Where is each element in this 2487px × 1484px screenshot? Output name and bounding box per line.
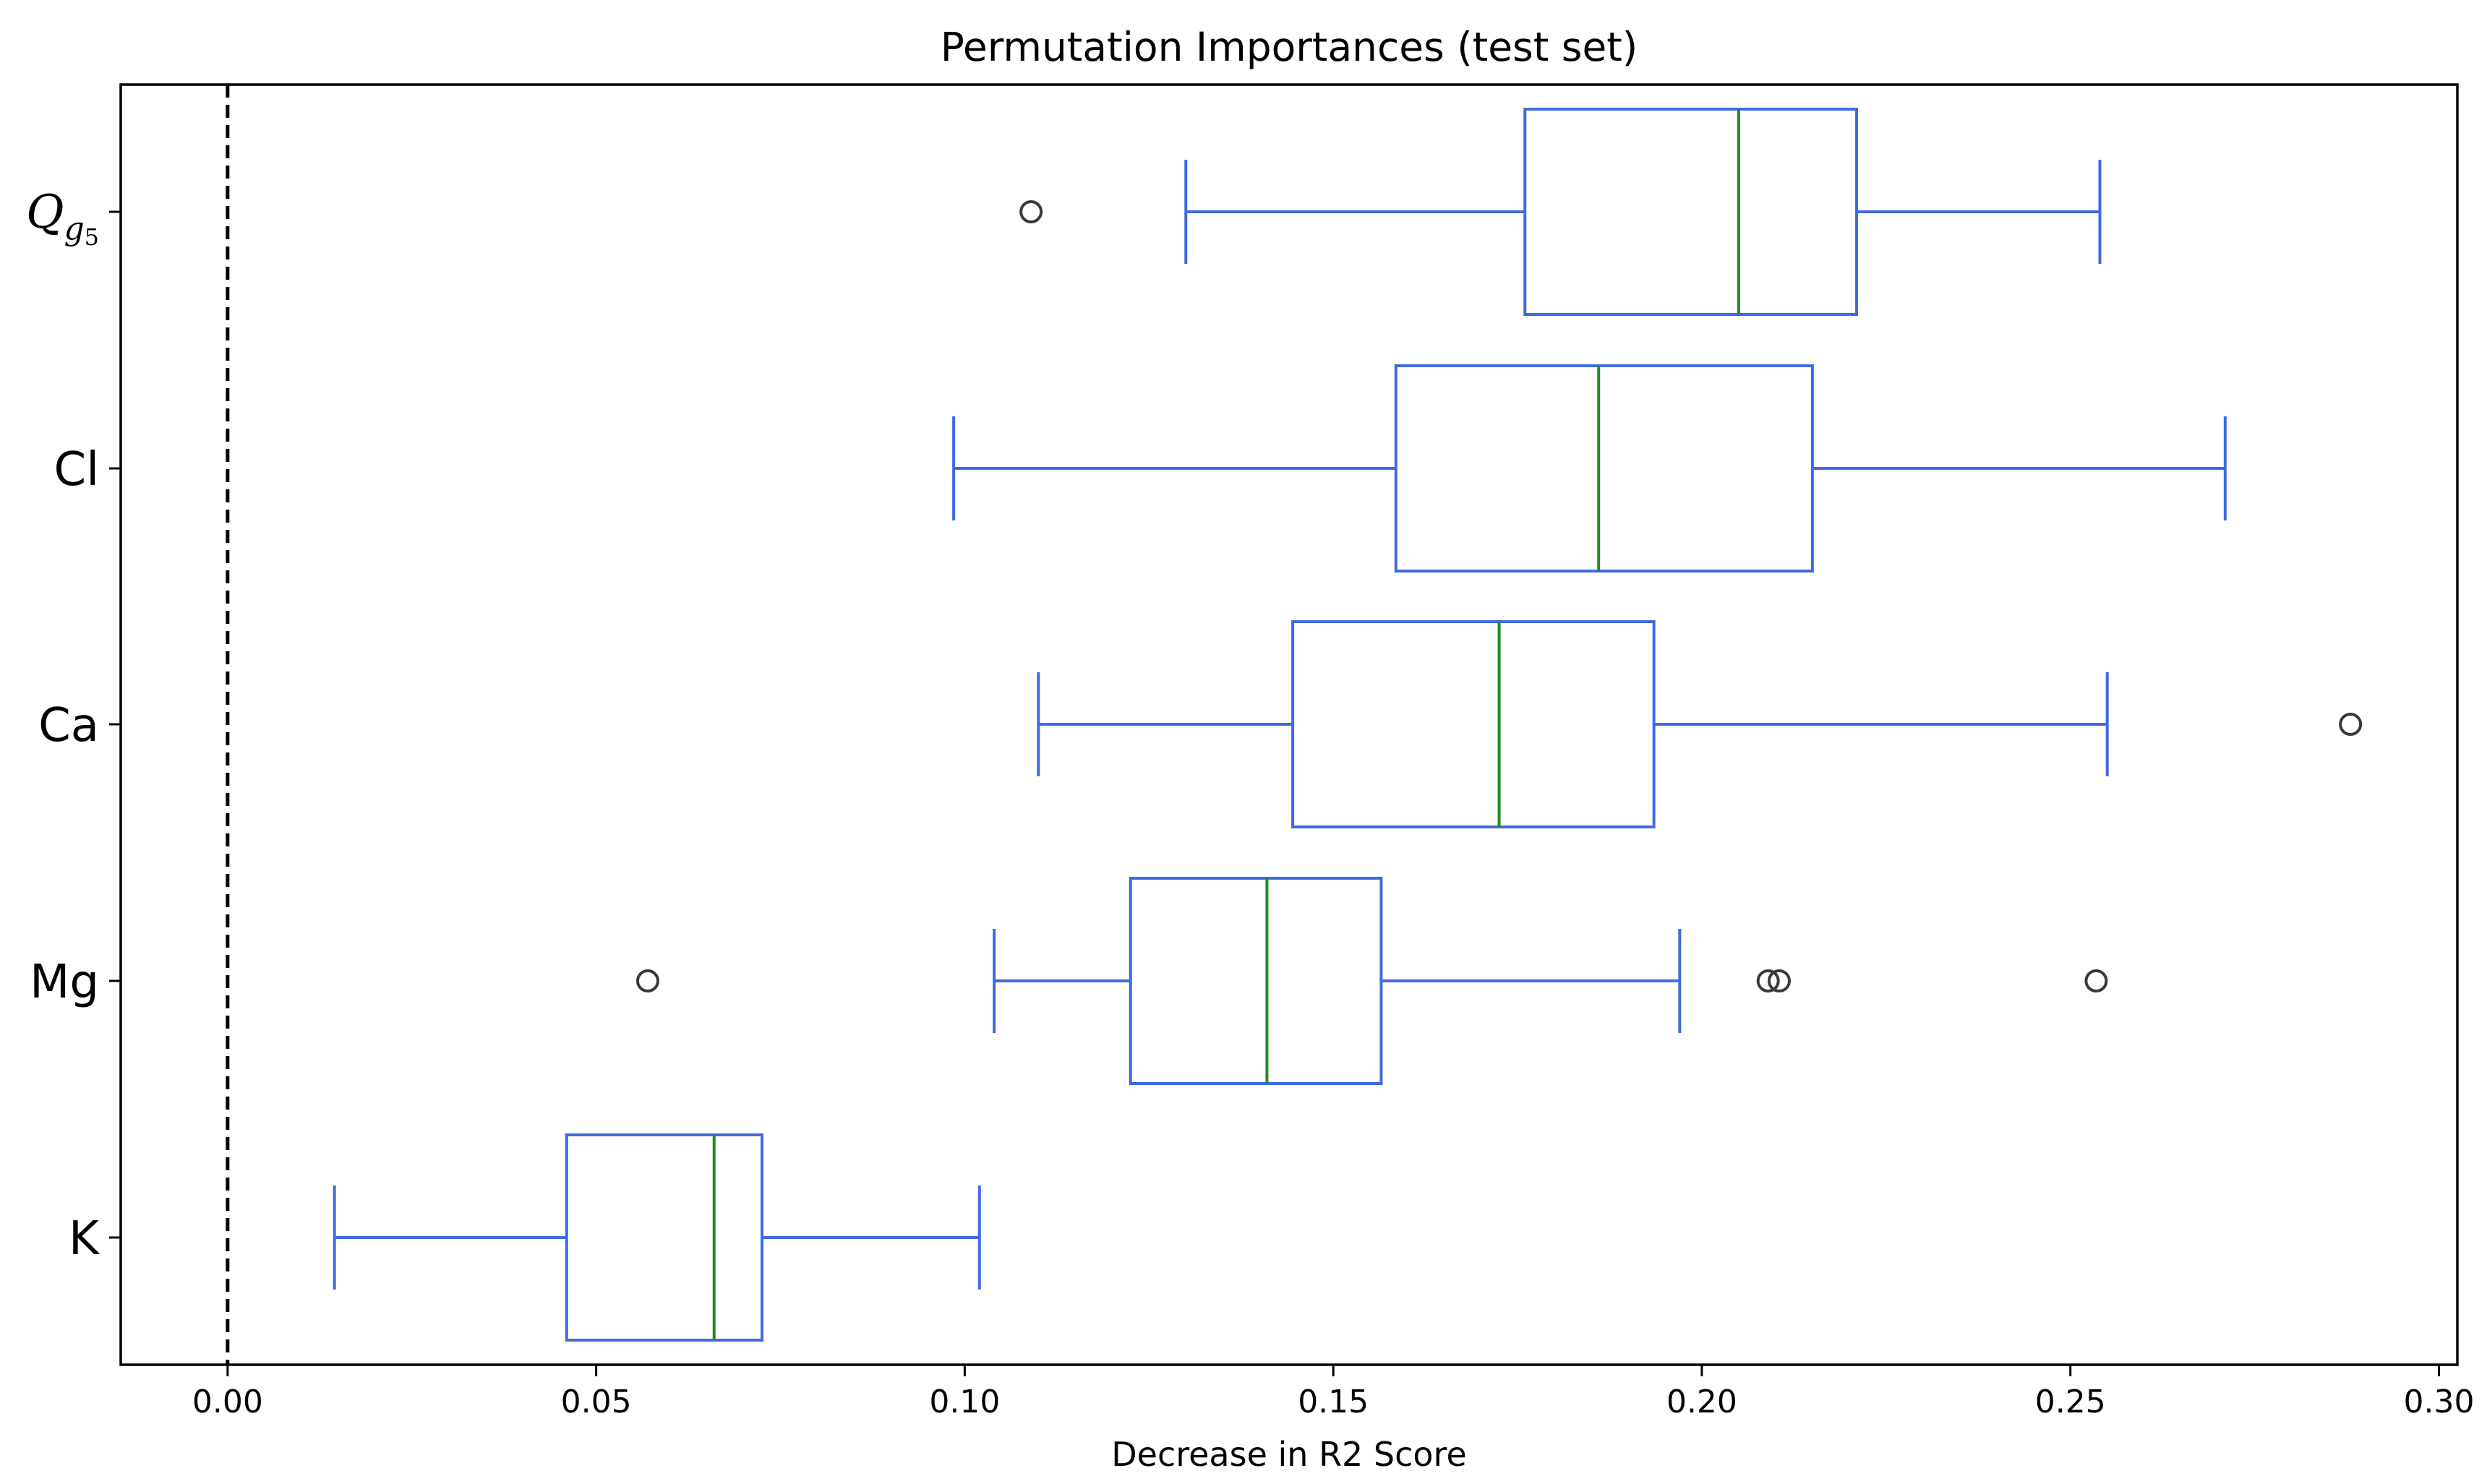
box-4 [333, 1133, 981, 1342]
iqr-box [1129, 877, 1383, 1085]
plot-area [226, 85, 2363, 1365]
y-tick-label: K [69, 1212, 100, 1266]
y-axis: Qg5 Cl Ca Mg K [26, 186, 121, 1266]
x-tick-label: 0.05 [561, 1384, 632, 1420]
y-tick-label: Mg [30, 956, 99, 1009]
iqr-box [1291, 620, 1656, 828]
box-3 [635, 877, 2108, 1085]
x-tick-label: 0.25 [2035, 1384, 2106, 1420]
flier-point [1019, 200, 1043, 223]
flier-point [1768, 969, 1792, 992]
x-tick-label: 0.10 [929, 1384, 1000, 1420]
iqr-box [1394, 364, 1814, 572]
x-tick-label: 0.00 [192, 1384, 263, 1420]
iqr-box [1523, 108, 1859, 316]
flier-point [1756, 969, 1780, 992]
y-tick-label: Cl [54, 443, 99, 497]
x-tick-label: 0.30 [2404, 1384, 2475, 1420]
chart-title: Permutation Importances (test set) [941, 24, 1638, 70]
box-1 [952, 364, 2227, 572]
x-tick-label: 0.15 [1298, 1384, 1369, 1420]
box-0 [1019, 108, 2102, 316]
x-axis: 0.00 0.05 0.10 0.15 0.20 0.25 0.30 [192, 1365, 2475, 1420]
flier-point [2339, 713, 2363, 736]
flier-point [635, 969, 659, 992]
y-tick-label: Ca [38, 699, 99, 752]
y-tick-label: Qg5 [26, 186, 99, 251]
flier-point [2084, 969, 2108, 992]
box-2 [1037, 620, 2363, 828]
x-axis-label: Decrease in R2 Score [1111, 1435, 1467, 1474]
x-tick-label: 0.20 [1666, 1384, 1737, 1420]
iqr-box [565, 1133, 764, 1342]
